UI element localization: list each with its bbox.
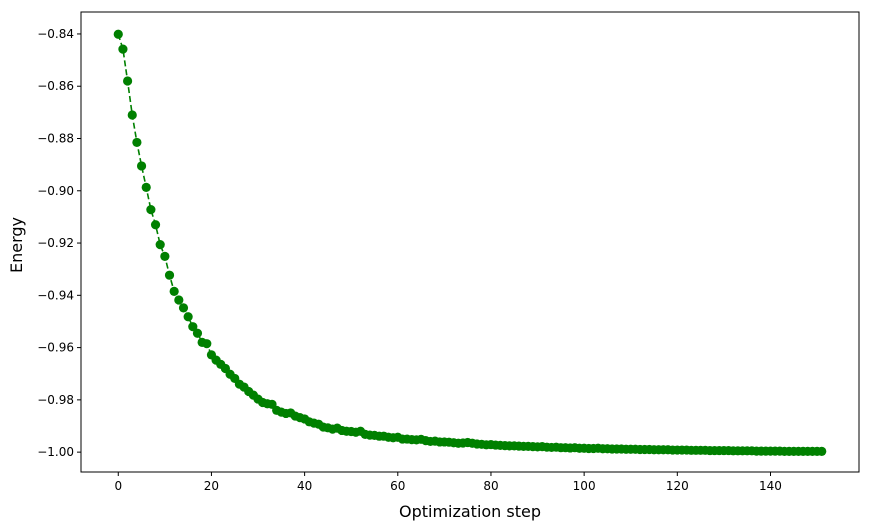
y-axis: −0.84 −0.86 −0.88 −0.90 −0.92 −0.94 −0.96 −0.98… <box>37 27 81 459</box>
y-tick-label: −0.96 <box>37 341 74 355</box>
data-point <box>178 303 189 313</box>
y-tick-label: −0.90 <box>37 184 74 198</box>
data-point <box>113 29 123 39</box>
data-point <box>146 204 156 215</box>
data-point <box>188 322 198 332</box>
data-point <box>118 44 128 54</box>
y-tick-label: −0.88 <box>37 132 74 146</box>
data-point <box>155 240 165 250</box>
plot-frame <box>80 11 860 473</box>
x-tick-label: 80 <box>483 479 498 493</box>
data-point <box>150 220 161 230</box>
data-point <box>160 251 170 261</box>
x-tick-label: 120 <box>666 479 689 493</box>
y-tick-label: −1.00 <box>37 445 74 459</box>
y-tick-label: −0.92 <box>37 236 74 250</box>
y-axis-title: Energy <box>7 217 26 273</box>
x-tick-label: 40 <box>297 479 312 493</box>
data-point <box>127 110 137 120</box>
x-tick-label: 140 <box>759 479 782 493</box>
data-point <box>183 312 193 322</box>
x-axis: 0 20 40 60 80 100 120 140 <box>114 472 782 493</box>
x-tick-label: 100 <box>573 479 596 493</box>
y-tick-label: −0.84 <box>37 27 74 41</box>
series-layer <box>113 29 827 456</box>
x-tick-label: 0 <box>114 479 122 493</box>
data-point <box>169 286 179 296</box>
data-point <box>136 161 147 171</box>
data-point <box>174 295 184 305</box>
data-point <box>132 137 142 148</box>
data-point <box>202 339 212 349</box>
y-tick-label: −0.98 <box>37 393 74 407</box>
data-point <box>122 76 133 86</box>
x-axis-title: Optimization step <box>399 502 541 521</box>
y-tick-label: −0.86 <box>37 79 74 93</box>
x-tick-label: 60 <box>390 479 405 493</box>
x-tick-label: 20 <box>204 479 219 493</box>
data-point <box>192 328 203 338</box>
data-point <box>164 270 175 280</box>
data-point <box>141 182 151 192</box>
data-point <box>817 446 827 456</box>
y-tick-label: −0.94 <box>37 288 74 302</box>
